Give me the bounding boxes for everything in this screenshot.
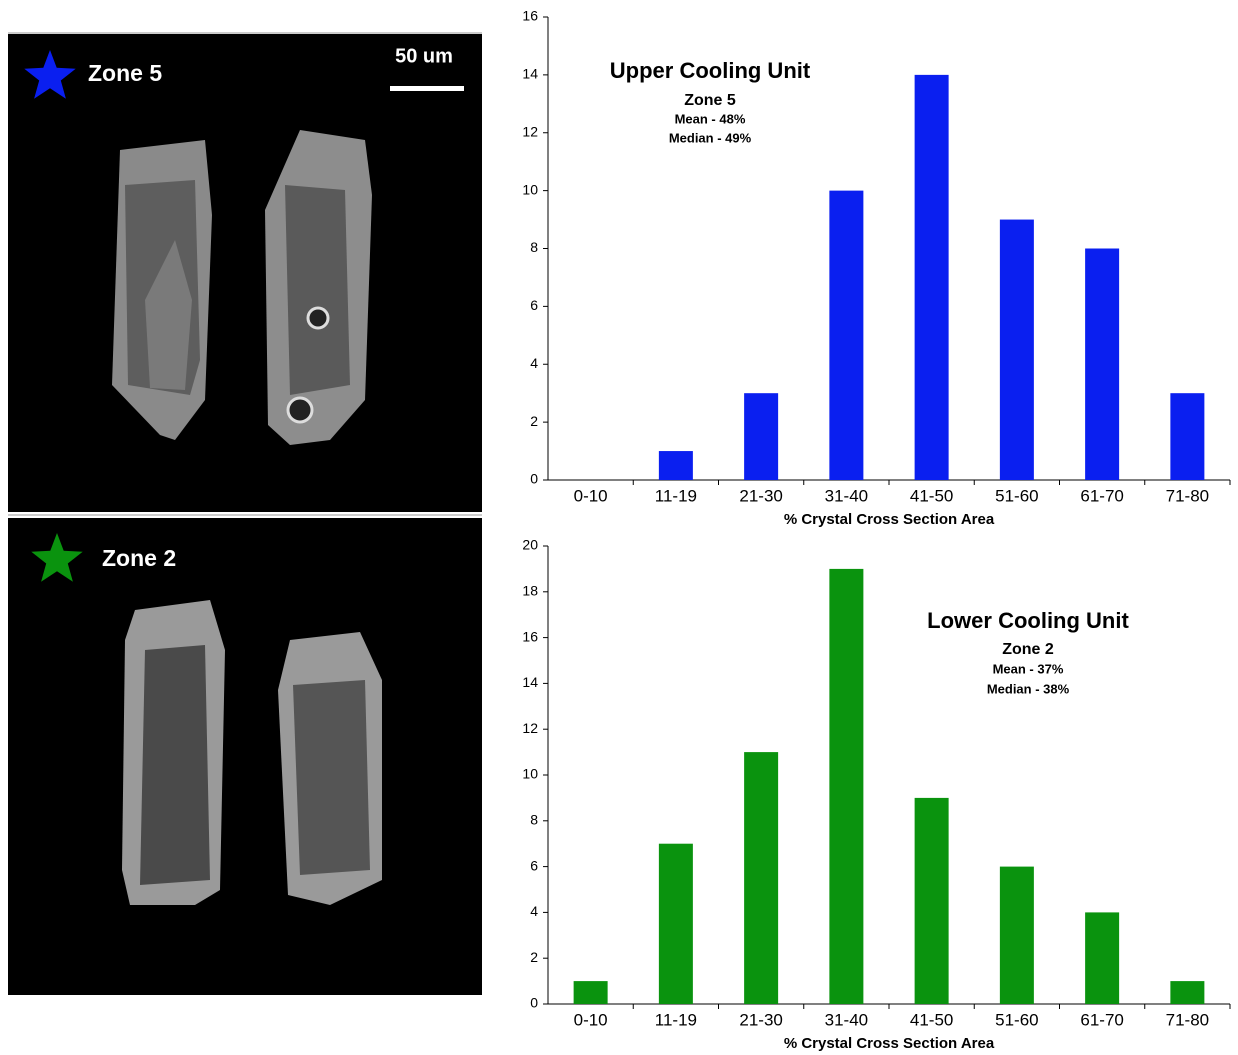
bar [744, 393, 778, 480]
y-tick-label: 0 [530, 995, 538, 1011]
bar [1085, 249, 1119, 481]
x-tick-label: 61-70 [1080, 486, 1123, 505]
bar [915, 75, 949, 480]
zone-label: Zone 2 [102, 545, 176, 571]
inclusion [288, 398, 312, 422]
x-tick-label: 11-19 [655, 486, 697, 505]
y-tick-label: 4 [530, 355, 538, 371]
page: 50 um Zone 5 Zone 2 0 2 4 6 8 10 12 14 16 0-10 11-… [0, 0, 1238, 1055]
y-tick-label: 18 [522, 583, 538, 599]
x-tick-label: 11-19 [655, 1010, 697, 1029]
annotation: Upper Cooling Unit [610, 58, 811, 83]
bar [1170, 393, 1204, 480]
y-tick-label: 6 [530, 857, 538, 873]
annotation: Mean - 48% [675, 111, 746, 126]
bar [1085, 912, 1119, 1004]
x-tick-label: 41-50 [910, 486, 953, 505]
y-tick-label: 0 [530, 471, 538, 487]
x-tick-label: 21-30 [739, 486, 782, 505]
x-tick-label: 71-80 [1166, 486, 1209, 505]
y-tick-label: 14 [522, 66, 538, 82]
bar [915, 798, 949, 1004]
y-tick-label: 12 [522, 720, 538, 736]
y-tick-label: 12 [522, 123, 538, 139]
annotation: Median - 38% [987, 681, 1070, 696]
y-tick-label: 8 [530, 812, 538, 828]
y-tick-label: 2 [530, 949, 538, 965]
y-tick-label: 8 [530, 239, 538, 255]
figure: 50 um Zone 5 Zone 2 0 2 4 6 8 10 12 14 16 0-10 11-… [0, 0, 1238, 1055]
annotation: Zone 5 [684, 92, 736, 109]
x-tick-label: 51-60 [995, 486, 1038, 505]
y-tick-label: 10 [522, 766, 538, 782]
bar [659, 844, 693, 1004]
y-tick-label: 16 [522, 628, 538, 644]
micrograph [8, 34, 482, 512]
x-axis-title: % Crystal Cross Section Area [784, 511, 995, 528]
crystal-core [140, 645, 210, 885]
bar [829, 191, 863, 480]
x-tick-label: 31-40 [825, 486, 868, 505]
annotation: Zone 2 [1002, 641, 1054, 658]
x-tick-label: 31-40 [825, 1010, 868, 1029]
x-tick-label: 0-10 [574, 486, 608, 505]
scale-label: 50 um [395, 45, 453, 67]
bar [744, 752, 778, 1004]
crystal-core [293, 680, 370, 875]
x-tick-label: 41-50 [910, 1010, 953, 1029]
annotation: Mean - 37% [993, 661, 1064, 676]
x-axis-title: % Crystal Cross Section Area [784, 1035, 995, 1052]
y-tick-label: 10 [522, 181, 538, 197]
x-tick-label: 61-70 [1080, 1010, 1123, 1029]
y-tick-label: 14 [522, 674, 538, 690]
bar [1170, 981, 1204, 1004]
y-tick-label: 2 [530, 413, 538, 429]
inclusion [308, 308, 328, 328]
annotation: Lower Cooling Unit [927, 608, 1129, 633]
annotation: Median - 49% [669, 130, 752, 145]
bar [659, 451, 693, 480]
x-tick-label: 51-60 [995, 1010, 1038, 1029]
zone-label: Zone 5 [88, 60, 162, 86]
x-tick-label: 71-80 [1166, 1010, 1209, 1029]
bar [1000, 220, 1034, 480]
bar [1000, 867, 1034, 1004]
micrograph [8, 518, 482, 995]
crystal-core [285, 185, 350, 395]
y-tick-label: 20 [522, 537, 538, 553]
y-tick-label: 6 [530, 297, 538, 313]
y-tick-label: 4 [530, 903, 538, 919]
bar [829, 569, 863, 1004]
scale-bar [390, 86, 464, 91]
x-tick-label: 0-10 [574, 1010, 608, 1029]
x-tick-label: 21-30 [739, 1010, 782, 1029]
bar [574, 981, 608, 1004]
y-tick-label: 16 [522, 8, 538, 24]
